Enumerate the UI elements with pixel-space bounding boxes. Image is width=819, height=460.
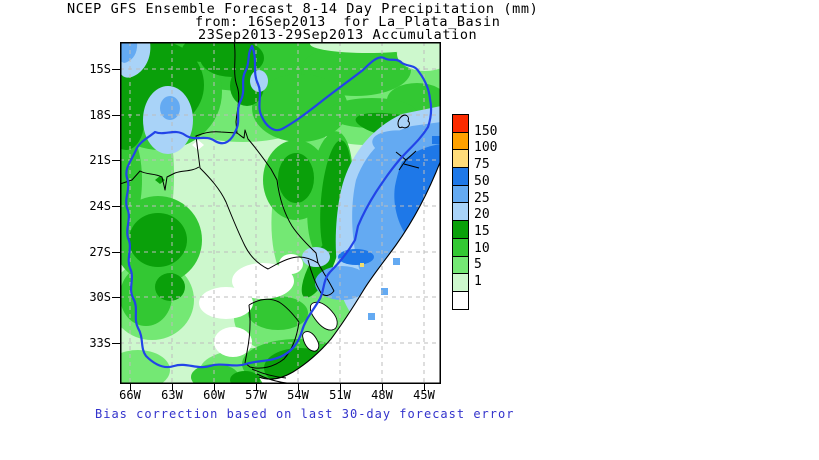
lon-tick [256, 384, 257, 391]
precip-layer-1-5-patches [310, 42, 441, 71]
legend-swatch-25-50 [452, 184, 469, 204]
lat-tick [112, 252, 120, 253]
legend-value-150: 150 [474, 123, 498, 139]
legend-value-75: 75 [474, 157, 490, 173]
legend-value-1: 1 [474, 274, 482, 289]
title-line-2: from: 16Sep2013 for La_Plata_Basin [195, 14, 501, 30]
legend-swatch-<1 [452, 290, 469, 310]
country-borders [120, 42, 420, 384]
legend-value-15: 15 [474, 223, 490, 239]
lon-label-66W: 66W [119, 388, 141, 402]
lon-label-63W: 63W [161, 388, 183, 402]
lon-label-51W: 51W [329, 388, 351, 402]
ocean [259, 160, 441, 384]
legend-value-20: 20 [474, 207, 490, 223]
precip-speck-75-100 [360, 263, 364, 267]
legend-swatch-20-25 [452, 202, 469, 222]
lon-label-54W: 54W [287, 388, 309, 402]
legend-value-10: 10 [474, 240, 490, 256]
legend-swatch-100-150 [452, 131, 469, 151]
legend-swatch-1-5 [452, 273, 469, 292]
legend-color-bar [452, 114, 469, 310]
legend-value-100: 100 [474, 140, 498, 156]
lat-label-15S: 15S [89, 62, 111, 76]
coastline [258, 159, 441, 380]
map-frame [120, 42, 441, 384]
lon-label-45W: 45W [413, 388, 435, 402]
lat-label-21S: 21S [89, 153, 111, 167]
coastal-precip-pixels [368, 258, 400, 320]
lon-tick [340, 384, 341, 391]
coastal-lagoons [302, 301, 338, 352]
lat-label-24S: 24S [89, 199, 111, 213]
lon-tick [382, 384, 383, 391]
legend-swatch-75-100 [452, 149, 469, 169]
precip-layer-under-1 [192, 140, 303, 357]
lat-label-33S: 33S [89, 336, 111, 350]
lat-label-30S: 30S [89, 290, 111, 304]
lon-label-60W: 60W [203, 388, 225, 402]
legend-swatch-5-10 [452, 255, 469, 275]
legend-swatch-10-15 [452, 237, 469, 257]
lon-tick [424, 384, 425, 391]
legend-value-5: 5 [474, 257, 482, 273]
legend-swatch->150 [452, 114, 469, 133]
lon-label-48W: 48W [371, 388, 393, 402]
lon-label-57W: 57W [245, 388, 267, 402]
lon-tick [172, 384, 173, 391]
legend-swatch-15-20 [452, 220, 469, 239]
basin-boundary [125, 44, 433, 369]
legend-value-25: 25 [474, 190, 490, 206]
lat-tick [112, 115, 120, 116]
legend-swatch-50-75 [452, 167, 469, 186]
lon-tick [298, 384, 299, 391]
lat-tick [112, 206, 120, 207]
graticule-gridlines [120, 42, 441, 384]
lat-label-18S: 18S [89, 108, 111, 122]
legend-value-50: 50 [474, 173, 490, 189]
lon-tick [130, 384, 131, 391]
lat-tick [112, 343, 120, 344]
lat-tick [112, 160, 120, 161]
title-line-3: 23Sep2013-29Sep2013 Accumulation [198, 27, 478, 43]
bias-correction-caption: Bias correction based on last 30-day for… [95, 407, 515, 421]
title-line-1: NCEP GFS Ensemble Forecast 8-14 Day Prec… [67, 1, 539, 17]
lon-tick [214, 384, 215, 391]
precipitation-map [120, 42, 441, 384]
lat-tick [112, 297, 120, 298]
lat-tick [112, 69, 120, 70]
lat-label-27S: 27S [89, 245, 111, 259]
